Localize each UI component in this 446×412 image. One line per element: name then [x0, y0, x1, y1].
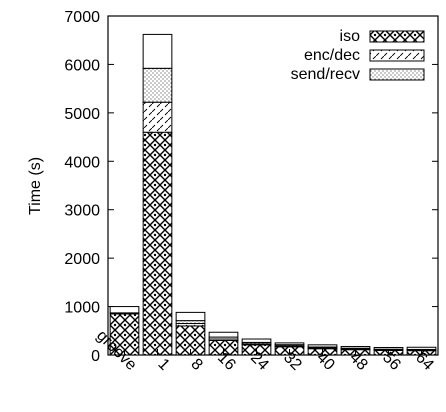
bar-segment-send-recv-1 — [142, 67, 173, 103]
y-tick-label: 6000 — [64, 57, 100, 74]
bar-segment-other-40 — [307, 344, 338, 348]
bar-segment-enc-dec-1 — [142, 101, 173, 133]
bar-segment-other-groove — [109, 306, 140, 314]
legend-label: iso — [340, 28, 361, 45]
legend-swatch-send-recv — [369, 68, 425, 81]
y-axis-label: Time (s) — [27, 157, 44, 215]
bar-segment-other-16 — [208, 331, 239, 338]
y-tick-label: 4000 — [64, 154, 100, 171]
bar-segment-iso-1 — [142, 131, 173, 356]
x-tick-label: 8 — [187, 356, 205, 374]
bar-segment-other-56 — [373, 346, 404, 350]
bar-segment-other-8 — [175, 311, 206, 322]
bar-segment-other-48 — [340, 346, 371, 349]
y-tick-label: 5000 — [64, 106, 100, 123]
plot-frame — [107, 15, 439, 356]
legend-label: send/recv — [291, 66, 360, 83]
y-tick-label: 3000 — [64, 203, 100, 220]
y-tick-label: 2000 — [64, 251, 100, 268]
bar-segment-other-1 — [142, 33, 173, 69]
bar-segment-other-24 — [241, 338, 272, 343]
y-tick-label: 7000 — [64, 9, 100, 26]
legend-label: enc/dec — [304, 47, 360, 64]
y-tick-label: 1000 — [64, 300, 100, 317]
y-tick-label: 0 — [91, 348, 100, 365]
legend-swatch-enc-dec — [369, 49, 425, 62]
bar-segment-other-32 — [274, 342, 305, 346]
x-tick-label: 1 — [154, 356, 172, 374]
legend-swatch-iso — [369, 30, 425, 43]
